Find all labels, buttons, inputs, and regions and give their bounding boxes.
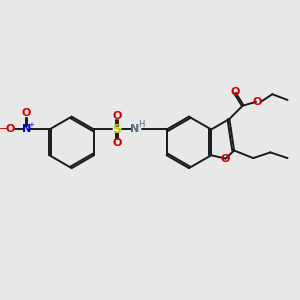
Text: −: −: [0, 124, 8, 134]
Text: S: S: [112, 123, 122, 136]
Text: O: O: [22, 108, 31, 118]
Text: H: H: [139, 120, 145, 129]
Text: O: O: [112, 138, 122, 148]
Text: O: O: [221, 154, 230, 164]
Text: O: O: [112, 111, 122, 121]
Text: O: O: [6, 124, 15, 134]
Text: N: N: [22, 124, 31, 134]
Text: N: N: [130, 124, 140, 134]
Text: O: O: [252, 97, 262, 107]
Text: O: O: [230, 87, 240, 97]
Text: +: +: [28, 122, 34, 128]
